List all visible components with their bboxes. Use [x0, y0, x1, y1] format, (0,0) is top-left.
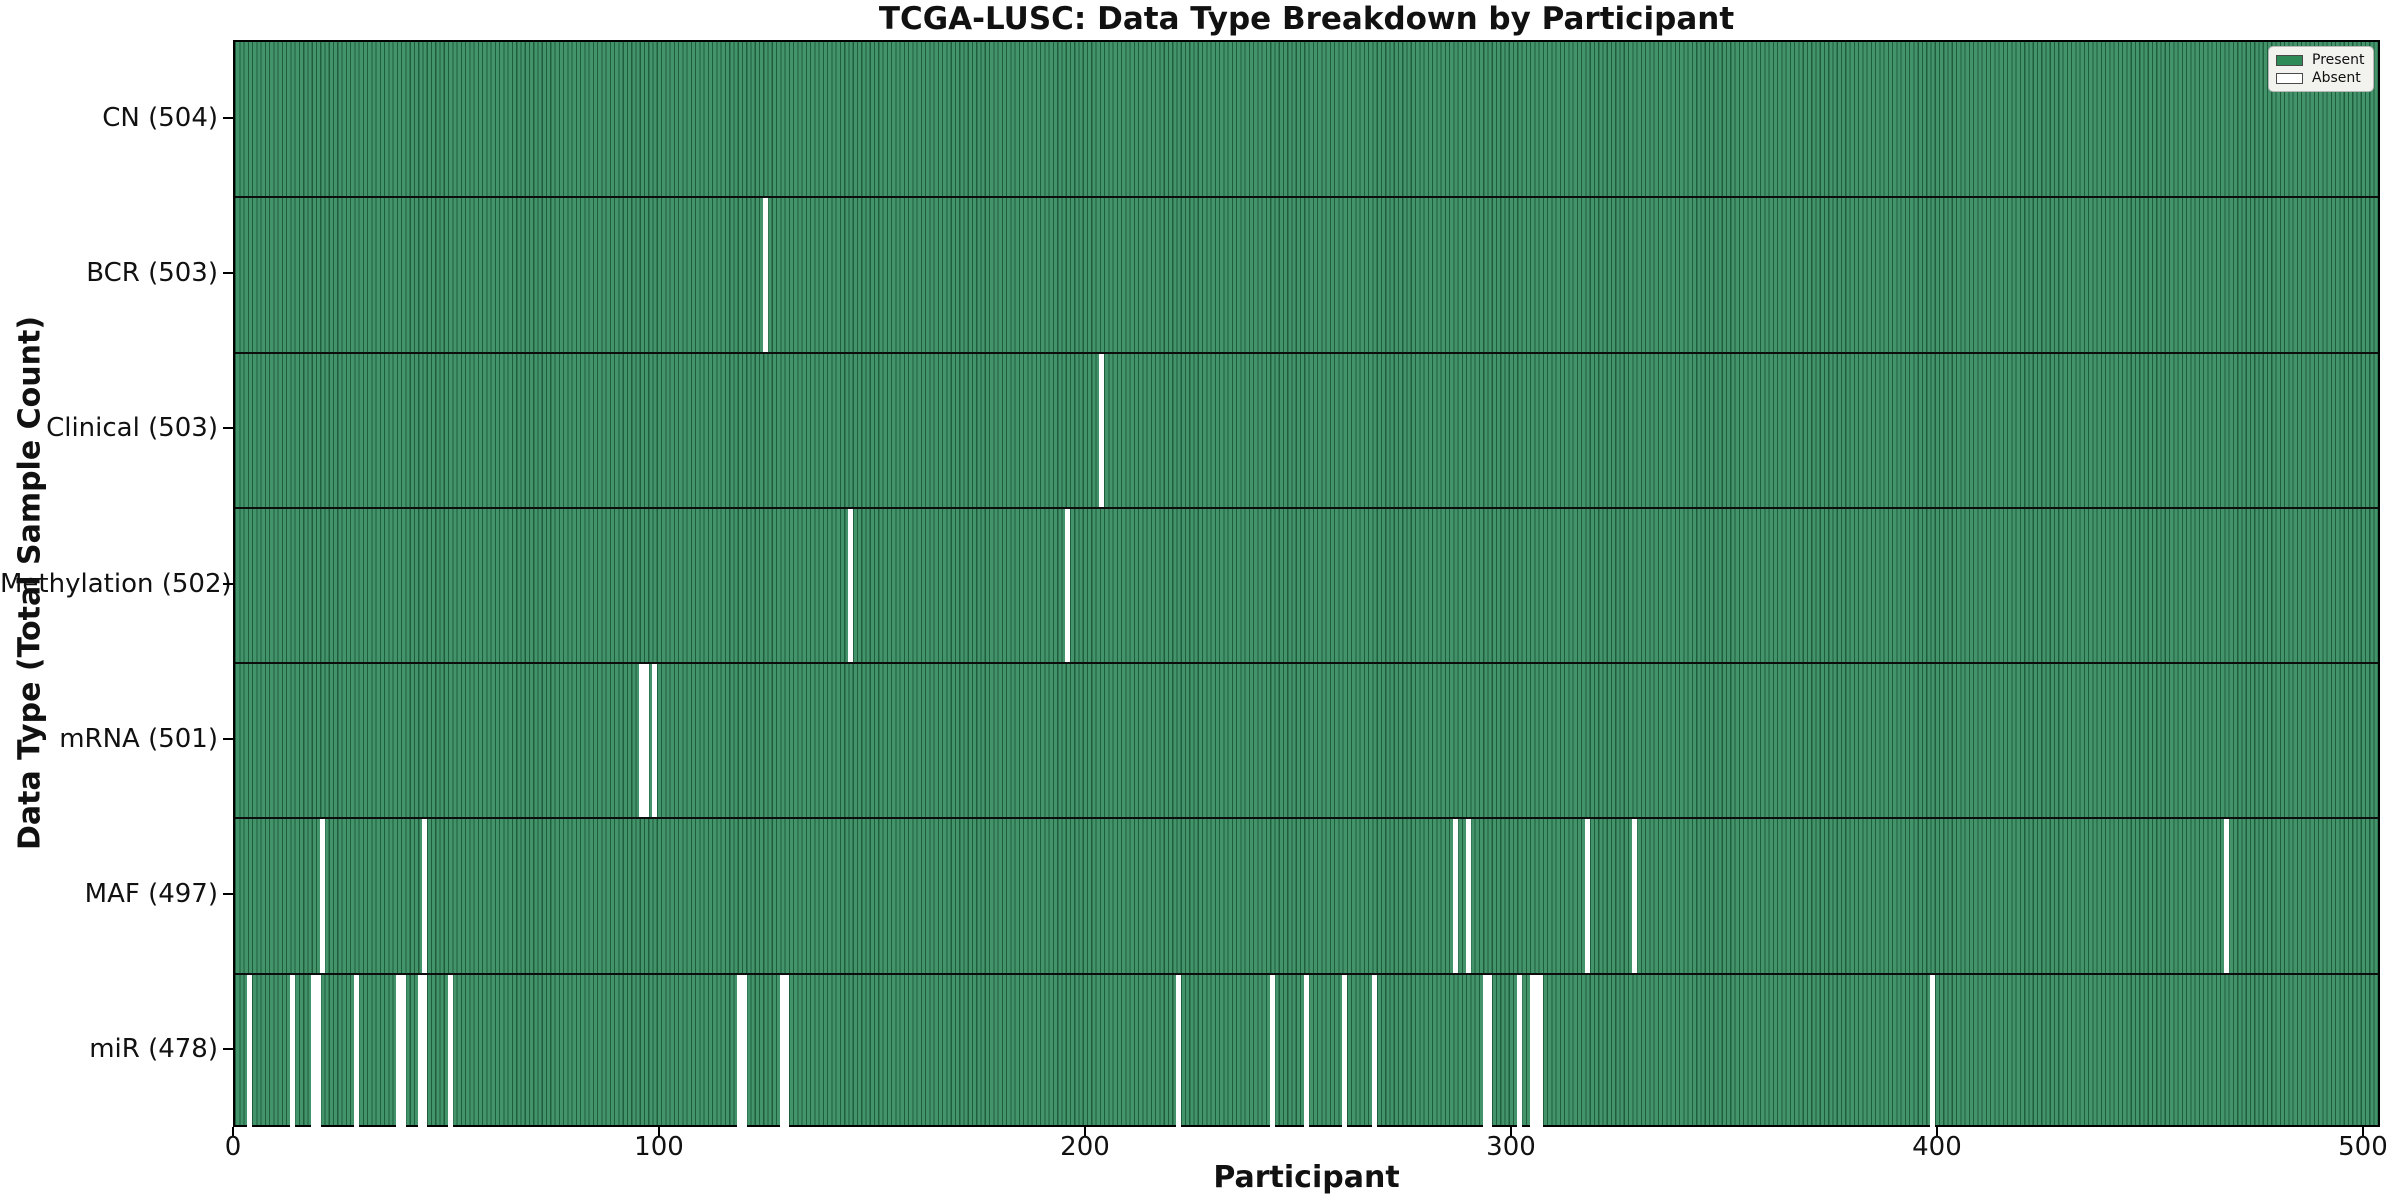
absent-bar	[2223, 818, 2230, 974]
absent-bar	[422, 818, 428, 974]
row-separator	[235, 351, 2378, 354]
absent-bar	[319, 818, 325, 974]
absent-bar	[779, 973, 785, 1129]
row-label: Methylation (502)	[0, 568, 232, 599]
row-label: MAF (497)	[84, 879, 218, 910]
absent-bar	[353, 973, 359, 1129]
absent-bar	[762, 197, 768, 353]
absent-bar	[1176, 973, 1182, 1129]
absent-bar	[289, 973, 296, 1129]
absent-bar	[639, 663, 645, 819]
absent-bar	[1584, 818, 1591, 974]
present-swatch-icon	[2276, 54, 2303, 66]
row-separator	[235, 817, 2378, 820]
legend-label-present: Present	[2312, 52, 2365, 68]
row-separator	[235, 506, 2378, 509]
absent-bar	[1631, 818, 1637, 974]
absent-bar	[1930, 973, 1936, 1129]
y-tick-mark	[223, 116, 233, 119]
y-tick-mark	[223, 271, 233, 274]
x-tick-mark	[1509, 1127, 1512, 1137]
absent-bar	[1533, 973, 1539, 1129]
absent-bar	[737, 973, 743, 1129]
absent-bar	[643, 663, 649, 819]
x-axis-label: Participant	[1213, 1160, 1400, 1195]
legend-entry-absent: Absent	[2276, 71, 2366, 85]
x-tick-label: 200	[1060, 1132, 1110, 1162]
absent-bar	[417, 973, 423, 1129]
absent-bar	[447, 973, 453, 1129]
absent-bar	[396, 973, 402, 1129]
y-tick-mark	[223, 582, 233, 585]
x-tick-mark	[232, 1127, 234, 1137]
legend-entry-present: Present	[2276, 53, 2366, 67]
absent-bar	[1465, 818, 1471, 974]
absent-bar	[311, 973, 317, 1129]
absent-bar	[1452, 818, 1458, 974]
absent-bar	[400, 973, 406, 1129]
absent-bar	[1303, 973, 1309, 1129]
row-label: BCR (503)	[86, 257, 218, 288]
x-tick-label: 400	[1912, 1132, 1962, 1162]
absent-bar	[652, 663, 658, 819]
row-label: miR (478)	[89, 1034, 218, 1065]
absent-bar	[1482, 973, 1488, 1129]
row-label: mRNA (501)	[59, 723, 218, 754]
y-tick-mark	[223, 737, 233, 740]
absent-bar	[1342, 973, 1348, 1129]
absent-bar	[741, 973, 747, 1129]
absent-bar	[1538, 973, 1544, 1129]
row-separator	[235, 972, 2378, 975]
absent-bar	[247, 973, 253, 1129]
row-separator	[235, 196, 2378, 199]
x-tick-mark	[657, 1127, 660, 1137]
absent-bar	[784, 973, 790, 1129]
row-label: Clinical (503)	[46, 413, 218, 444]
y-tick-mark	[223, 893, 233, 896]
row-label: CN (504)	[102, 102, 218, 133]
chart-title: TCGA-LUSC: Data Type Breakdown by Partic…	[878, 1, 1735, 37]
absent-bar	[1516, 973, 1522, 1129]
x-tick-label: 500	[2338, 1132, 2388, 1162]
y-tick-mark	[223, 427, 233, 430]
legend-label-absent: Absent	[2312, 70, 2361, 86]
absent-bar	[422, 973, 428, 1129]
x-tick-mark	[2361, 1127, 2364, 1137]
absent-bar	[1487, 973, 1493, 1129]
x-tick-mark	[1083, 1127, 1086, 1137]
absent-bar	[1371, 973, 1378, 1129]
absent-swatch-icon	[2276, 72, 2303, 84]
absent-bar	[1099, 352, 1105, 508]
x-tick-mark	[1935, 1127, 1938, 1137]
absent-bar	[315, 973, 321, 1129]
x-tick-label: 0	[224, 1132, 242, 1162]
y-tick-mark	[223, 1048, 233, 1051]
absent-bar	[1529, 973, 1535, 1129]
x-tick-label: 300	[1486, 1132, 1536, 1162]
absent-bar	[848, 507, 854, 664]
legend: Present Absent	[2268, 46, 2374, 92]
absent-bar	[1269, 973, 1275, 1129]
absent-bar	[1065, 507, 1071, 664]
plot-area	[233, 40, 2380, 1129]
row-separator	[235, 662, 2378, 665]
x-tick-label: 100	[634, 1132, 684, 1162]
